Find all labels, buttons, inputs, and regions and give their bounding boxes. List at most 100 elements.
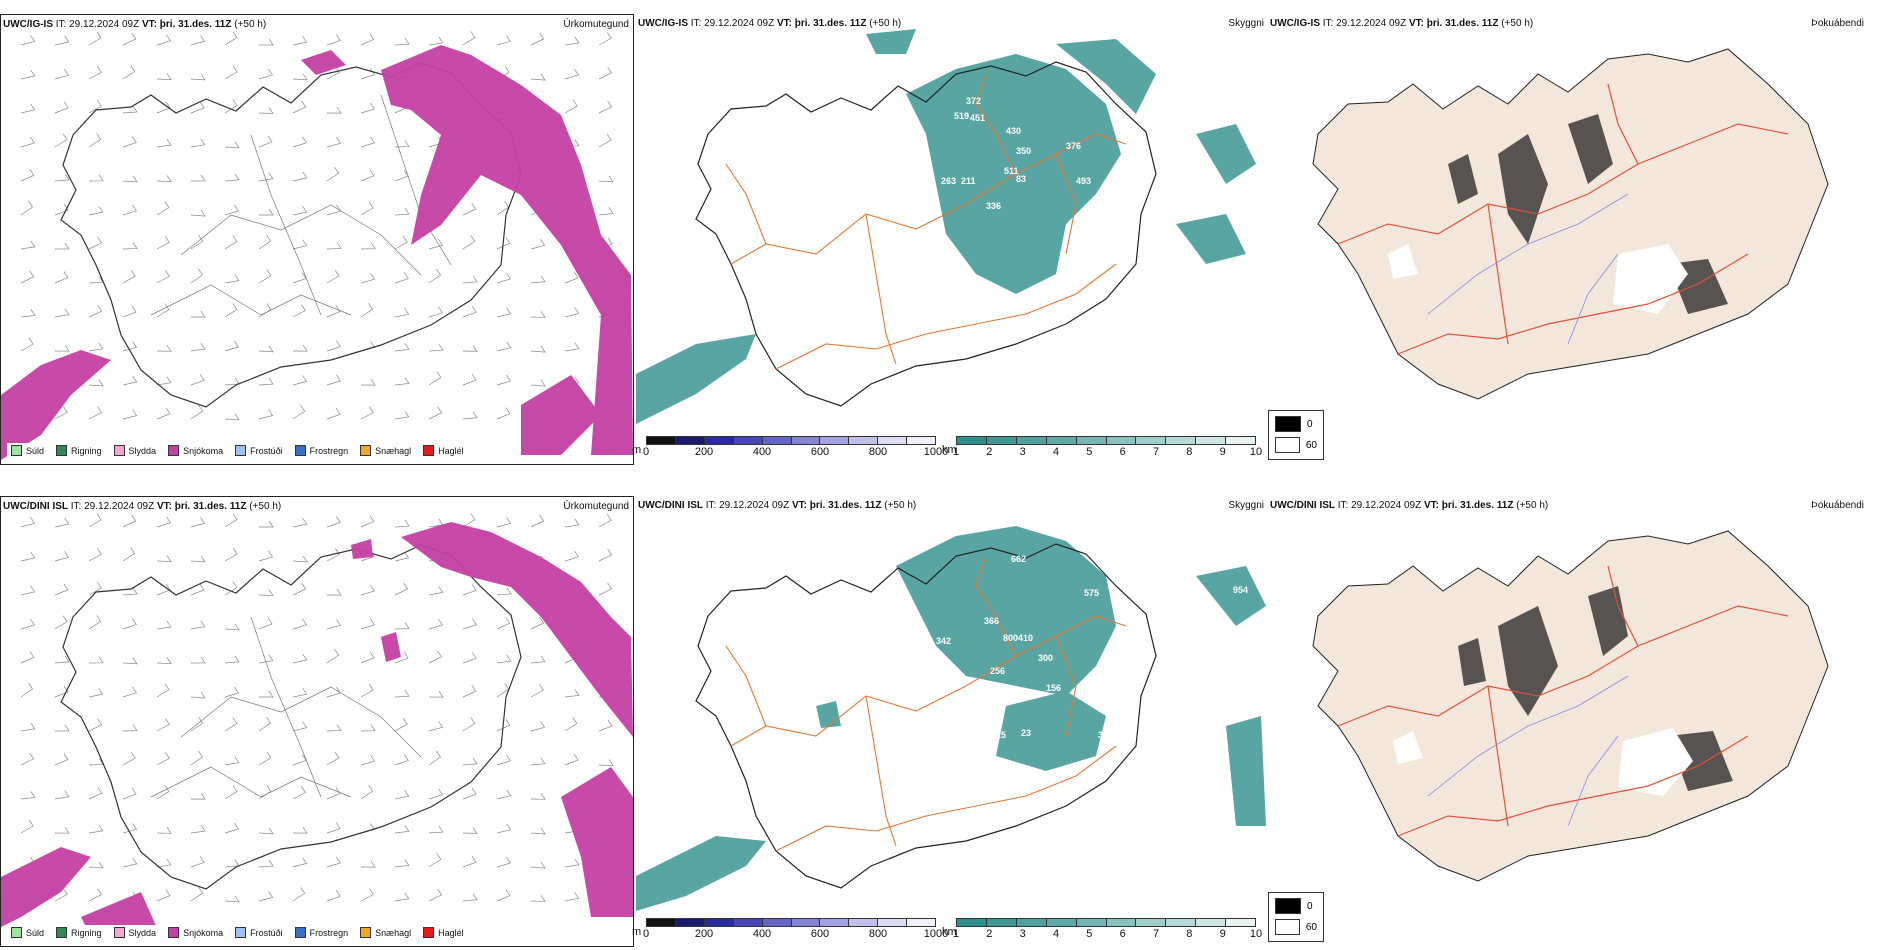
legend-item: Frostúði [235, 445, 283, 456]
panel-title-cloud-row1: Skyggni [1228, 18, 1264, 29]
colorbar-tick: 600 [810, 446, 830, 458]
legend-swatch [113, 445, 125, 456]
legend-swatch [294, 445, 306, 456]
colorbar-tick: 2 [986, 446, 993, 458]
legend-swatch [56, 445, 68, 456]
cloud-base-label: 418 [936, 246, 951, 256]
height-colorbar-row2: m 0 200 400 600 800 1000 [632, 918, 948, 941]
legend-item: Snjókoma [168, 927, 223, 938]
colorbar-tick: 1 [952, 446, 960, 458]
colorbar-tick: 2 [986, 928, 993, 940]
cloud-base-label: 662 [1011, 554, 1026, 564]
legend-swatch [235, 445, 247, 456]
panel-title-cloud-row2: Skyggni [1228, 500, 1264, 511]
panel-title-precip-row1: Úrkomutegund [563, 19, 629, 30]
colorbar-tick: 600 [810, 928, 830, 940]
header-row2-fog: UWC/DINI ISL IT: 29.12.2024 09Z VT: þri.… [1270, 500, 1549, 511]
legend-label: Slydda [128, 927, 157, 938]
cloud-base-label: 250 [886, 101, 901, 111]
legend-item: Snjókoma [168, 445, 223, 456]
legend-item: Súld [11, 445, 44, 456]
snow-areas-row2 [1, 522, 633, 937]
fog-panel-row2: UWC/DINI ISL IT: 29.12.2024 09Z VT: þri.… [1268, 496, 1868, 947]
cloud-panel-row1: 250 240 226 288 372 519 451 430 350 376 511 83 493 33… [632, 14, 1268, 465]
precip-panel-row2: UWC/DINI ISL IT: 29.12.2024 09Z VT: þri.… [0, 496, 634, 947]
legend-label: Frostúði [250, 927, 283, 938]
panel-title-fog-row2: Þokuábendi [1811, 500, 1864, 511]
header-row2-cloud: UWC/DINI ISL IT: 29.12.2024 09Z VT: þri.… [638, 500, 917, 511]
fog-rivers-row1 [1427, 193, 1629, 345]
colorbar-tick: 0 [642, 446, 650, 458]
colorbar-tick: 400 [752, 928, 772, 940]
legend-label: Snjókoma [183, 445, 224, 456]
fog-roads-row1 [1337, 83, 1789, 355]
colorbar-tick: 8 [1186, 446, 1193, 458]
legend-item: Haglél [423, 445, 464, 456]
colorbar-tick: 1000 [923, 928, 949, 940]
colorbar-tick: 9 [1219, 446, 1226, 458]
legend-label: Slydda [128, 445, 157, 456]
fog-legend-row1: 0 60 [1268, 410, 1324, 460]
legend-swatch [235, 927, 247, 938]
cloud-base-label: 410 [1018, 633, 1033, 643]
colorbar-tick: 7 [1152, 928, 1160, 940]
cloud-base-label: 336 [986, 201, 1001, 211]
legend-item: Frostúði [235, 927, 283, 938]
cloud-base-label: 640 [1138, 578, 1153, 588]
header-row1-cloud: UWC/IG-IS IT: 29.12.2024 09Z VT: þri. 31… [638, 18, 902, 29]
visibility-colorbar-row2: km 1 2 3 4 5 6 7 8 9 10 [942, 918, 1262, 941]
colorbar-tick: 200 [694, 446, 714, 458]
fog-dark-areas-row2 [1458, 586, 1733, 791]
cloud-base-label: 156 [1046, 683, 1061, 693]
cloud-base-label: 511 [1004, 166, 1019, 176]
legend-swatch [113, 927, 125, 938]
road-network-row2 [725, 555, 1127, 852]
legend-swatch [168, 445, 180, 456]
cloud-base-label: 83 [1016, 174, 1026, 184]
legend-swatch [11, 927, 22, 938]
legend-label: Haglél [438, 445, 464, 456]
colorbar-tick: 9 [1219, 928, 1226, 940]
cloud-base-label: 366 [984, 616, 999, 626]
legend-swatch [423, 927, 435, 938]
fog-rivers-row2 [1427, 675, 1629, 827]
legend-swatch [360, 445, 372, 456]
legend-label: Frostregn [309, 445, 349, 456]
cloud-base-label: 425 [991, 730, 1006, 740]
road-network-row1 [725, 73, 1127, 370]
colorbar-tick: 4 [1052, 928, 1060, 940]
cloud-base-label: 800 [1003, 633, 1018, 643]
colorbar-tick: 10 [1249, 446, 1263, 458]
precip-map-row2 [1, 513, 633, 937]
cloud-base-label: 376 [1066, 141, 1081, 151]
legend-item: Haglél [423, 927, 464, 938]
cloud-base-label: 493 [1076, 176, 1091, 186]
visibility-colorbar-row1: km 1 2 3 4 5 6 7 8 9 10 [942, 436, 1262, 459]
cloud-base-label: 322 [1076, 251, 1091, 261]
cloud-base-label: 240 [886, 114, 901, 124]
legend-swatch [360, 927, 372, 938]
legend-label: Frostúði [250, 445, 283, 456]
cloud-base-label: 263 [941, 176, 956, 186]
colorbar-tick: 3 [1019, 446, 1026, 458]
legend-label: Haglél [438, 927, 464, 938]
colorbar-tick: 400 [752, 446, 772, 458]
legend-swatch [56, 927, 68, 938]
legend-item: Súld [11, 927, 44, 938]
cloud-base-label: 380 [1098, 730, 1113, 740]
colorbar-tick: 8 [1186, 928, 1193, 940]
height-colorbar-row1: m 0 200 400 600 800 1000 [632, 436, 948, 459]
legend-label: Súld [26, 927, 45, 938]
fog-panel-row1: UWC/IG-IS IT: 29.12.2024 09Z VT: þri. 31… [1268, 14, 1868, 465]
cloud-base-label: 575 [1084, 588, 1099, 598]
cloud-base-label: 430 [1006, 126, 1021, 136]
cloud-base-label: 342 [936, 636, 951, 646]
colorbar-tick: 200 [694, 928, 714, 940]
cloud-map-row2: 662 575 640 954 342 366 800 410 300 256 156 197 425 2… [636, 526, 1266, 911]
colorbar-tick: 6 [1119, 928, 1126, 940]
cloud-base-label: 211 [961, 176, 976, 186]
cloud-base-label: 197 [964, 702, 979, 712]
colorbar-tick: 3 [1019, 928, 1026, 940]
legend-item: Frostregn [294, 445, 349, 456]
